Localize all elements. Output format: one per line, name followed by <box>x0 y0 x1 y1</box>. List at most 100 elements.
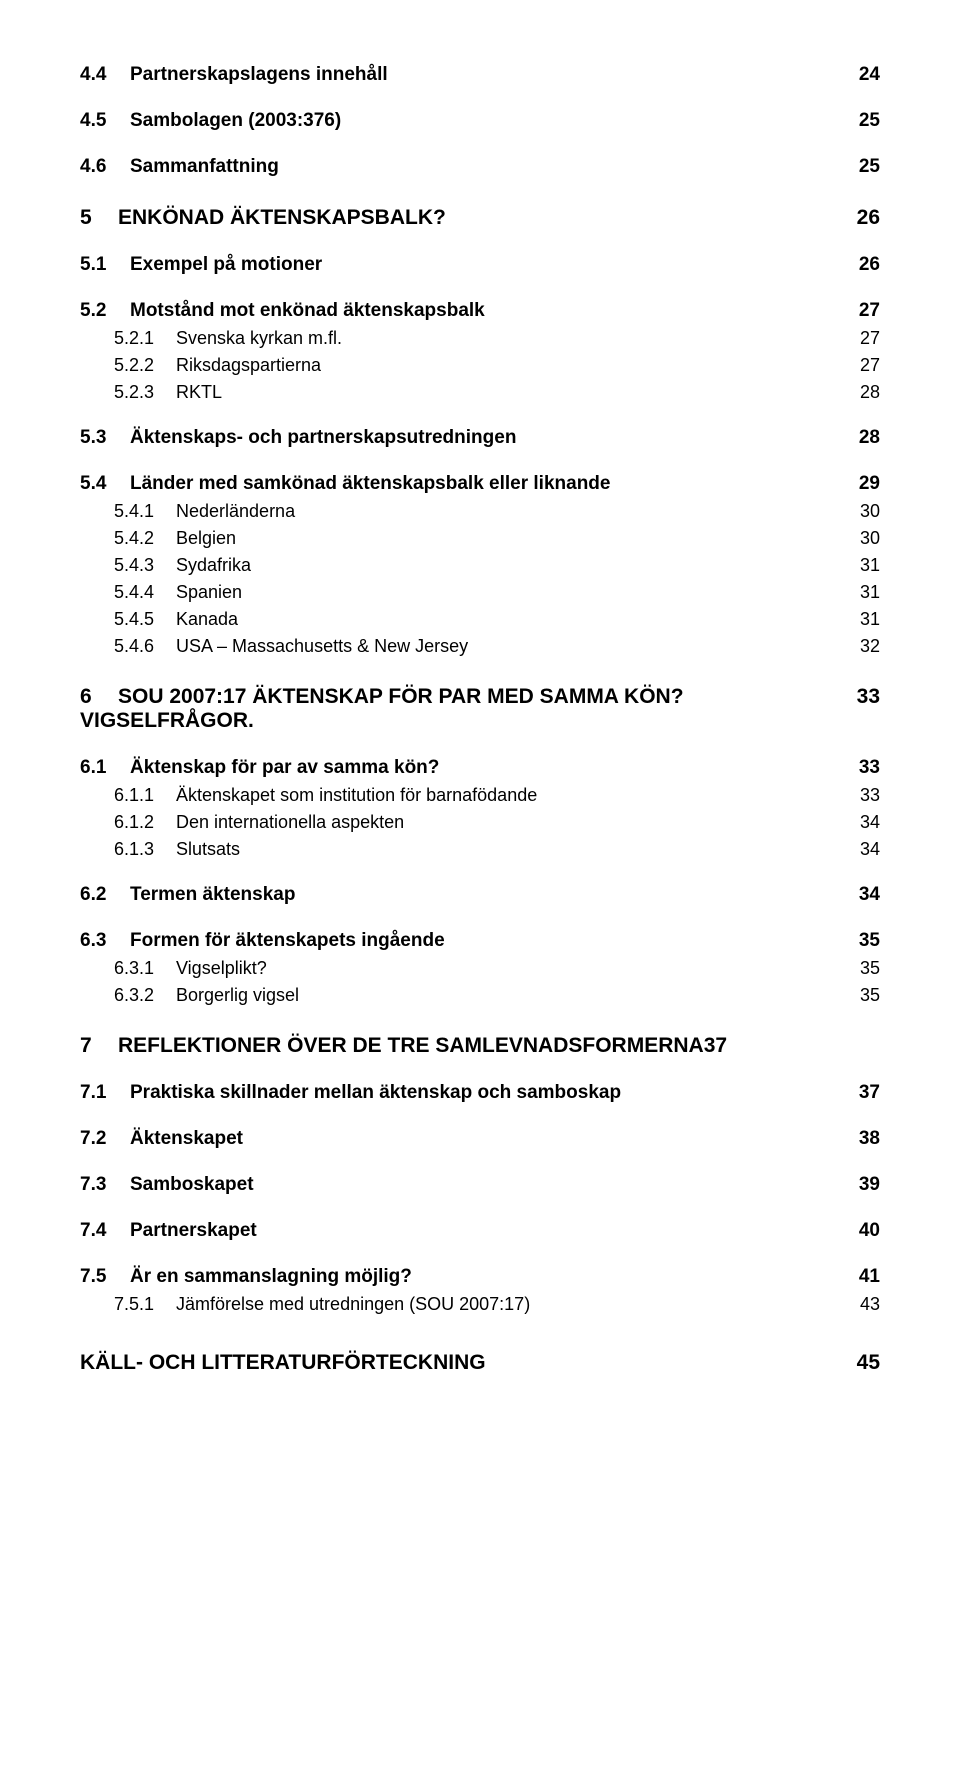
toc-entry-text: Samboskapet <box>130 1174 254 1195</box>
toc-entry-text: Spanien <box>176 582 242 602</box>
toc-row: 5.1Exempel på motioner 26 <box>80 254 880 276</box>
toc-entry-number: 5.2.2 <box>114 355 176 376</box>
toc-entry-page: 33 <box>847 757 880 779</box>
toc-entry-page: 35 <box>848 958 880 979</box>
toc-entry-title: 6.1.3Slutsats <box>114 839 240 860</box>
toc-footer-row: KÄLL- OCH LITTERATURFÖRTECKNING 45 <box>80 1351 880 1375</box>
toc-row: 7.1Praktiska skillnader mellan äktenskap… <box>80 1082 880 1104</box>
toc-entry-text: Sammanfattning <box>130 156 279 177</box>
toc-entry-title: 5.4.6USA – Massachusetts & New Jersey <box>114 636 468 657</box>
toc-entry-title: 5.4Länder med samkönad äktenskapsbalk el… <box>80 473 610 495</box>
toc-entry-title: 6.2Termen äktenskap <box>80 884 295 906</box>
toc-entry-text: Är en sammanslagning möjlig? <box>130 1266 412 1287</box>
toc-entry-text: Nederländerna <box>176 501 295 521</box>
toc-entry-text: ENKÖNAD ÄKTENSKAPSBALK? <box>118 206 446 229</box>
toc-entry-text: SOU 2007:17 ÄKTENSKAP FÖR PAR MED SAMMA … <box>80 685 684 732</box>
toc-row: 6.1.3Slutsats34 <box>114 839 880 860</box>
toc-entry-number: 6.2 <box>80 884 130 906</box>
toc-entry-text: REFLEKTIONER ÖVER DE TRE SAMLEVNADSFORME… <box>118 1034 727 1057</box>
toc-row: 5.3Äktenskaps- och partnerskapsutredning… <box>80 427 880 449</box>
toc-row: 6.3.1Vigselplikt? 35 <box>114 958 880 979</box>
toc-entry-page: 30 <box>848 528 880 549</box>
toc-entry-number: 6.1.2 <box>114 812 176 833</box>
toc-row: 5.4.1Nederländerna30 <box>114 501 880 522</box>
toc-entry-text: USA – Massachusetts & New Jersey <box>176 636 468 656</box>
toc-entry-text: Svenska kyrkan m.fl. <box>176 328 342 348</box>
toc-entry-title: 6.1.1Äktenskapet som institution för bar… <box>114 785 537 806</box>
toc-entry-number: 7.3 <box>80 1174 130 1196</box>
toc-row: 6.1.2Den internationella aspekten34 <box>114 812 880 833</box>
toc-entry-number: 5.1 <box>80 254 130 276</box>
toc-entry-number: 5.4.3 <box>114 555 176 576</box>
toc-entry-text: Äktenskapet <box>130 1128 243 1149</box>
toc-entry-text: Äktenskaps- och partnerskapsutredningen <box>130 427 516 448</box>
toc-entry-title: 5.4.2Belgien <box>114 528 236 549</box>
toc-entry-title: 5.3Äktenskaps- och partnerskapsutredning… <box>80 427 516 449</box>
toc-entry-text: Belgien <box>176 528 236 548</box>
toc-entry-page: 34 <box>847 884 880 906</box>
toc-entry-number: 5.4 <box>80 473 130 495</box>
toc-entry-title: 7.5.1Jämförelse med utredningen (SOU 200… <box>114 1294 530 1315</box>
toc-row: 7.5Är en sammanslagning möjlig?41 <box>80 1266 880 1288</box>
toc-entry-title: 5.2.3RKTL <box>114 382 222 403</box>
toc-row: 6.3.2Borgerlig vigsel35 <box>114 985 880 1006</box>
toc-entry-page: 31 <box>848 609 880 630</box>
toc-entry-number: 6.3.1 <box>114 958 176 979</box>
toc-row: 5.2.1Svenska kyrkan m.fl.27 <box>114 328 880 349</box>
toc-entry-number: 5.4.2 <box>114 528 176 549</box>
toc-entry-text: Exempel på motioner <box>130 254 322 275</box>
toc-entry-page: 38 <box>847 1128 880 1150</box>
toc-entry-number: 7.2 <box>80 1128 130 1150</box>
toc-row: 4.5Sambolagen (2003:376)25 <box>80 110 880 132</box>
toc-entry-page: 29 <box>847 473 880 495</box>
toc-entry-title: 7.2Äktenskapet <box>80 1128 243 1150</box>
toc-entry-page: 26 <box>847 254 880 276</box>
toc-entry-text: Jämförelse med utredningen (SOU 2007:17) <box>176 1294 530 1314</box>
toc-entry-title: 6.3.1Vigselplikt? <box>114 958 267 979</box>
toc-row: 7REFLEKTIONER ÖVER DE TRE SAMLEVNADSFORM… <box>80 1034 880 1058</box>
toc-entry-number: 7 <box>80 1034 118 1058</box>
toc-row: 7.3Samboskapet 39 <box>80 1174 880 1196</box>
toc-entry-number: 6.1.1 <box>114 785 176 806</box>
toc-entry-title: 7.1Praktiska skillnader mellan äktenskap… <box>80 1082 621 1104</box>
toc-entry-title: 5.2Motstånd mot enkönad äktenskapsbalk <box>80 300 485 322</box>
toc-entry-text: Praktiska skillnader mellan äktenskap oc… <box>130 1082 621 1103</box>
toc-row: 5.4.5Kanada 31 <box>114 609 880 630</box>
toc-row: 5.2.3RKTL28 <box>114 382 880 403</box>
toc-row: 6SOU 2007:17 ÄKTENSKAP FÖR PAR MED SAMMA… <box>80 685 880 733</box>
toc-entry-title: 7REFLEKTIONER ÖVER DE TRE SAMLEVNADSFORM… <box>80 1034 727 1058</box>
toc-entry-text: Slutsats <box>176 839 240 859</box>
toc-entry-page: 39 <box>847 1174 880 1196</box>
toc-entry-page: 25 <box>847 156 880 178</box>
toc-entry-number: 6.1.3 <box>114 839 176 860</box>
toc-row: 5.4.2Belgien 30 <box>114 528 880 549</box>
toc-entry-page: 35 <box>847 930 880 952</box>
toc-entry-number: 6.1 <box>80 757 130 779</box>
toc-row: 7.2Äktenskapet 38 <box>80 1128 880 1150</box>
toc-entry-number: 7.5 <box>80 1266 130 1288</box>
toc-entry-title: 5.4.4Spanien <box>114 582 242 603</box>
toc-entry-text: Den internationella aspekten <box>176 812 404 832</box>
toc-entry-title: 6.3Formen för äktenskapets ingående <box>80 930 445 952</box>
toc-entry-text: Länder med samkönad äktenskapsbalk eller… <box>130 473 610 494</box>
toc-entry-number: 4.5 <box>80 110 130 132</box>
toc-entry-page: 27 <box>848 355 880 376</box>
toc-entry-number: 5.2.1 <box>114 328 176 349</box>
toc-entry-title: 5.4.1Nederländerna <box>114 501 295 522</box>
toc-entry-title: 5.4.5Kanada <box>114 609 238 630</box>
toc-entry-title: 5.4.3Sydafrika <box>114 555 251 576</box>
toc-footer-page: 45 <box>845 1351 880 1375</box>
toc-entry-title: 7.5Är en sammanslagning möjlig? <box>80 1266 412 1288</box>
toc-entry-page: 24 <box>847 64 880 86</box>
toc-row: 6.2Termen äktenskap 34 <box>80 884 880 906</box>
toc-entry-number: 6.3.2 <box>114 985 176 1006</box>
toc-entry-text: Kanada <box>176 609 238 629</box>
toc-entry-number: 5.4.5 <box>114 609 176 630</box>
toc-entry-text: Motstånd mot enkönad äktenskapsbalk <box>130 300 485 321</box>
toc-row: 6.1.1Äktenskapet som institution för bar… <box>114 785 880 806</box>
toc-row: 4.6Sammanfattning25 <box>80 156 880 178</box>
toc-entry-number: 7.5.1 <box>114 1294 176 1315</box>
toc-entry-title: 7.3Samboskapet <box>80 1174 254 1196</box>
toc-entry-text: Riksdagspartierna <box>176 355 321 375</box>
toc-entry-title: 4.4Partnerskapslagens innehåll <box>80 64 388 86</box>
